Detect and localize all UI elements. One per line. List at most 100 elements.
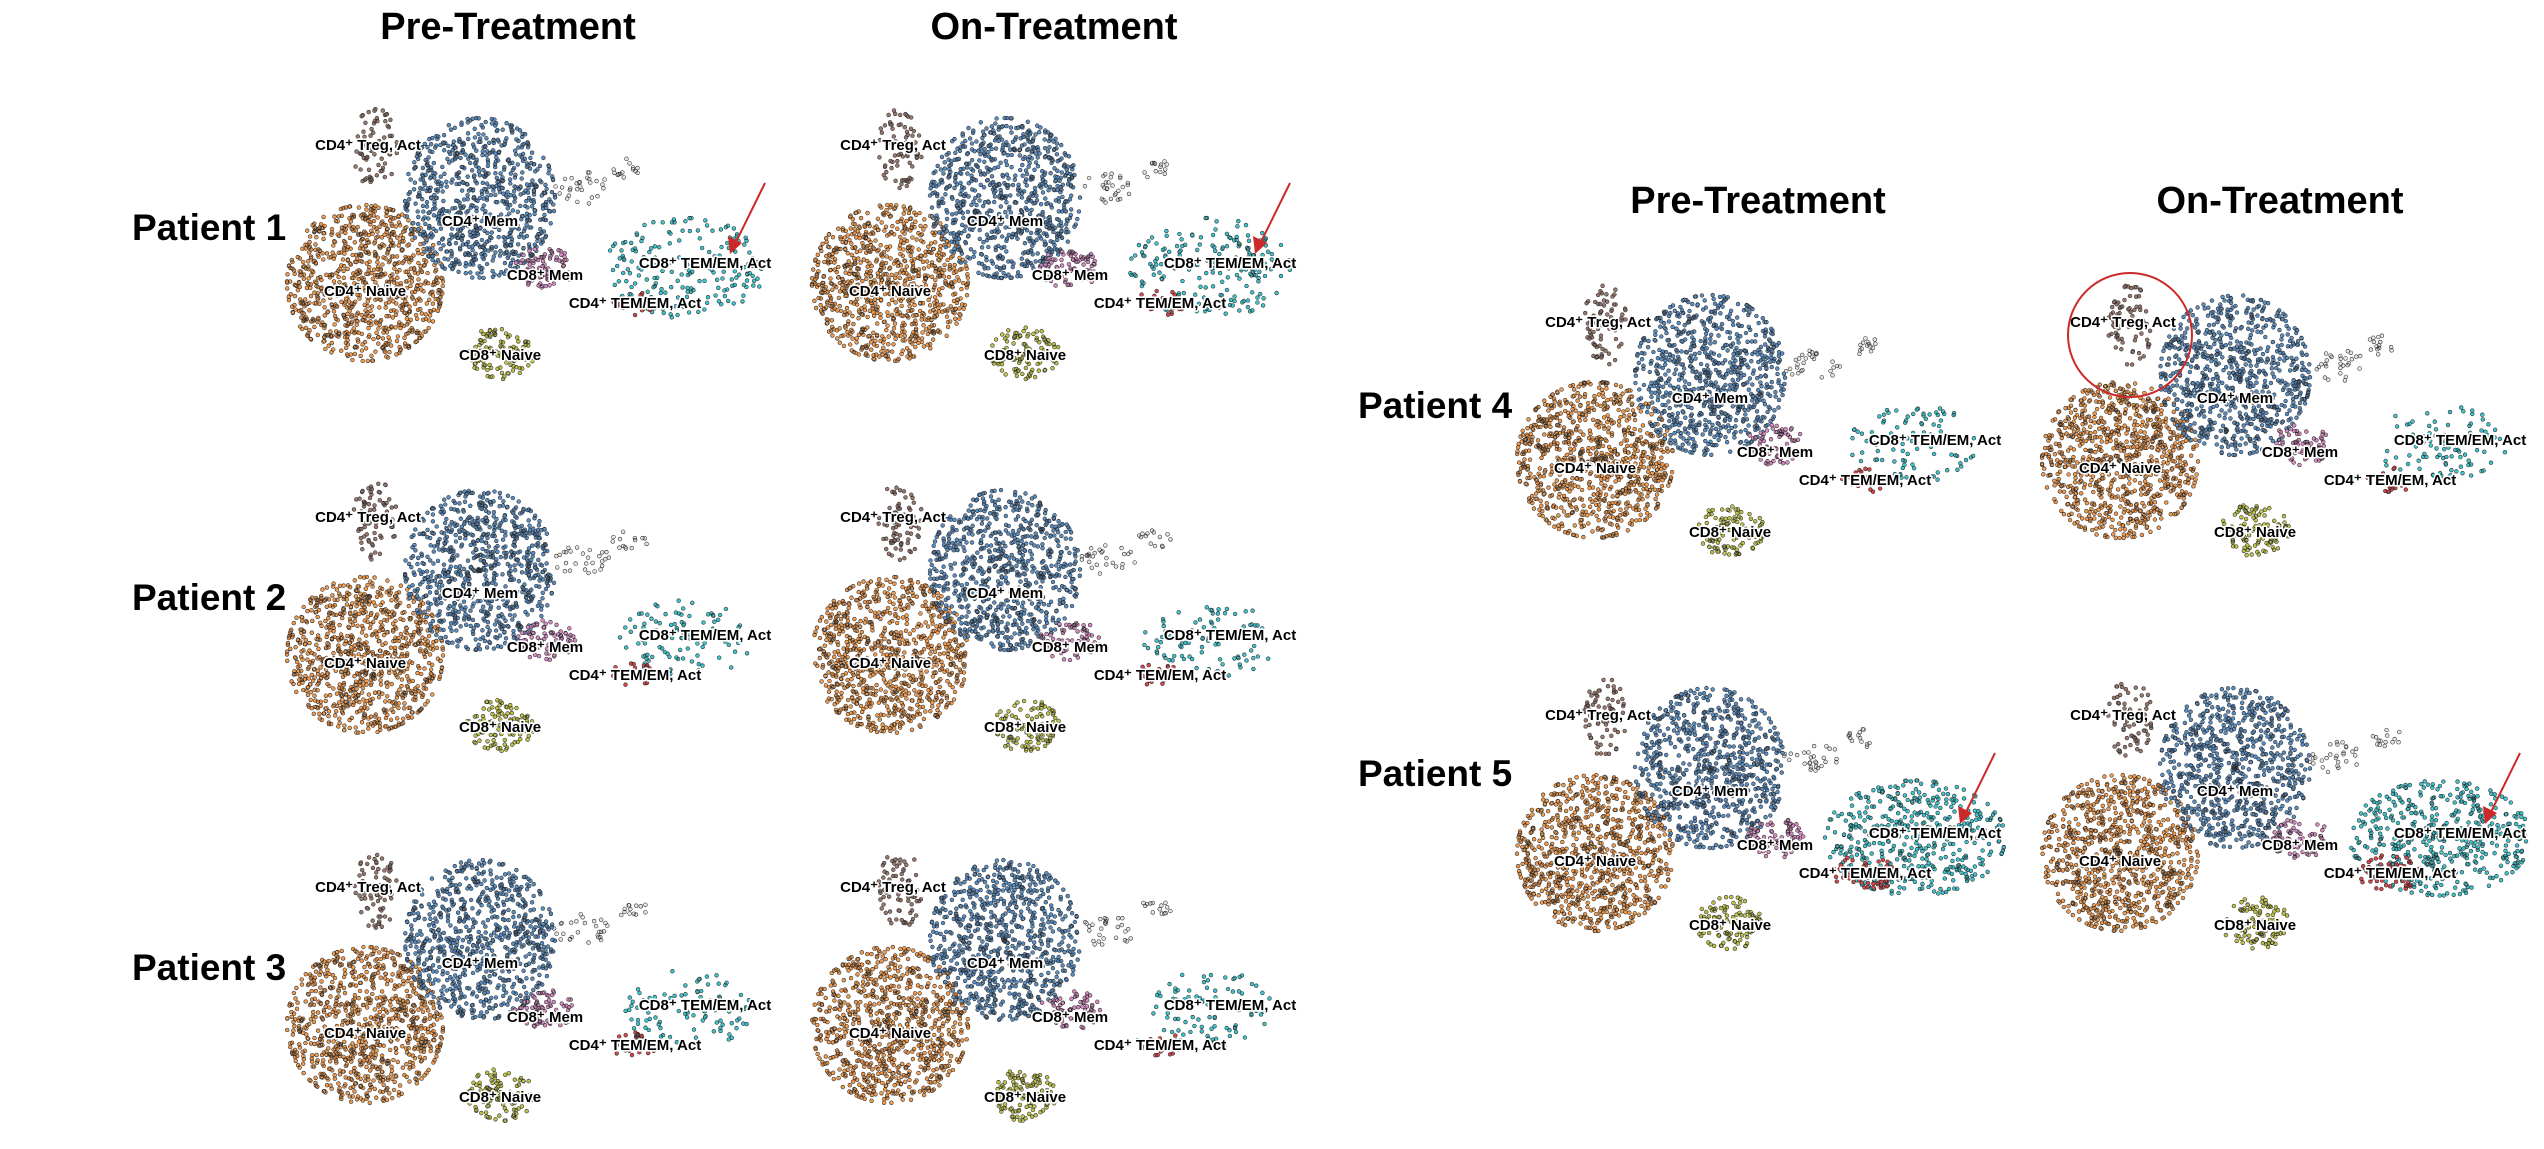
cluster-label-cd8-temem-act: CD8⁺ TEM/EM, Act — [639, 627, 771, 644]
cluster-other-1-points — [1782, 744, 1838, 772]
cluster-label-cd4-treg-act: CD4⁺ Treg, Act — [840, 509, 946, 526]
cluster-label-cd4-treg-act: CD4⁺ Treg, Act — [2070, 707, 2176, 724]
cluster-label-cd8-mem: CD8⁺ Mem — [507, 1009, 583, 1026]
cluster-label-cd8-naive: CD8⁺ Naive — [1689, 524, 1771, 541]
patient-label-5: Patient 5 — [1358, 753, 1512, 795]
cluster-label-cd4-temem-act: CD4⁺ TEM/EM, Act — [2324, 472, 2456, 489]
cluster-label-cd4-naive: CD4⁺ Naive — [324, 283, 406, 300]
cluster-label-cd4-naive: CD4⁺ Naive — [849, 283, 931, 300]
cluster-label-cd4-treg-act: CD4⁺ Treg, Act — [840, 879, 946, 896]
cluster-other-1-points — [554, 170, 607, 205]
col-title-pre-left: Pre-Treatment — [380, 6, 636, 49]
cluster-label-cd4-mem: CD4⁺ Mem — [2197, 390, 2273, 407]
cluster-other-1-points — [552, 912, 609, 944]
cluster-label-cd4-temem-act: CD4⁺ TEM/EM, Act — [1799, 865, 1931, 882]
cluster-other-1 — [552, 912, 609, 944]
cluster-cd4-mem — [2158, 686, 2312, 849]
cluster-label-cd8-naive: CD8⁺ Naive — [459, 347, 541, 364]
cluster-other-1-points — [2315, 349, 2362, 382]
cluster-other-2-points — [1858, 337, 1878, 356]
cluster-other-1 — [2315, 349, 2362, 382]
cluster-label-cd4-treg-act: CD4⁺ Treg, Act — [840, 137, 946, 154]
cluster-label-cd4-naive: CD4⁺ Naive — [324, 655, 406, 672]
cluster-label-cd4-naive: CD4⁺ Naive — [849, 655, 931, 672]
cluster-label-cd8-naive: CD8⁺ Naive — [1689, 917, 1771, 934]
cluster-other-1-points — [1784, 349, 1842, 379]
cluster-label-cd8-naive: CD8⁺ Naive — [2214, 524, 2296, 541]
cluster-other-2 — [1143, 160, 1169, 179]
cluster-label-cd8-temem-act: CD8⁺ TEM/EM, Act — [1164, 627, 1296, 644]
cluster-label-cd4-mem: CD4⁺ Mem — [967, 213, 1043, 230]
cluster-other-2-points — [2371, 728, 2401, 748]
cluster-label-cd8-mem: CD8⁺ Mem — [1737, 837, 1813, 854]
col-title-on-right: On-Treatment — [2156, 180, 2403, 223]
cluster-other-1 — [1782, 744, 1838, 772]
cluster-label-cd8-mem: CD8⁺ Mem — [1737, 444, 1813, 461]
cluster-other-1 — [1080, 544, 1137, 576]
cluster-other-1 — [1083, 916, 1132, 946]
cluster-other-2 — [1137, 529, 1172, 549]
cluster-other-2 — [619, 903, 647, 917]
cluster-label-cd8-mem: CD8⁺ Mem — [507, 639, 583, 656]
cluster-label-cd8-mem: CD8⁺ Mem — [2262, 837, 2338, 854]
cluster-label-cd4-mem: CD4⁺ Mem — [967, 585, 1043, 602]
cluster-label-cd8-mem: CD8⁺ Mem — [2262, 444, 2338, 461]
cluster-other-1 — [554, 170, 607, 205]
cluster-label-cd4-mem: CD4⁺ Mem — [442, 213, 518, 230]
annotation-arrow-line — [1259, 183, 1290, 246]
cluster-label-cd8-naive: CD8⁺ Naive — [459, 1089, 541, 1106]
cluster-label-cd4-mem: CD4⁺ Mem — [967, 955, 1043, 972]
cluster-other-1-points — [2308, 740, 2359, 774]
cluster-other-1-points — [1083, 172, 1131, 205]
cluster-label-cd4-temem-act: CD4⁺ TEM/EM, Act — [1094, 295, 1226, 312]
cluster-label-cd4-temem-act: CD4⁺ TEM/EM, Act — [2324, 865, 2456, 882]
cluster-label-cd4-treg-act: CD4⁺ Treg, Act — [315, 509, 421, 526]
cluster-other-2-points — [1142, 901, 1173, 916]
cluster-label-cd8-naive: CD8⁺ Naive — [459, 719, 541, 736]
annotation-arrow-line — [734, 183, 765, 246]
cluster-other-2-points — [619, 903, 647, 917]
cluster-other-2-points — [1143, 160, 1169, 179]
cluster-other-2 — [2368, 334, 2393, 356]
cluster-label-cd4-treg-act: CD4⁺ Treg, Act — [1545, 314, 1651, 331]
cluster-other-2 — [1142, 901, 1173, 916]
cluster-label-cd4-temem-act: CD4⁺ TEM/EM, Act — [1094, 667, 1226, 684]
cluster-cd4-mem-points — [928, 858, 1081, 1022]
cluster-label-cd4-treg-act: CD4⁺ Treg, Act — [1545, 707, 1651, 724]
cluster-label-cd8-naive: CD8⁺ Naive — [984, 347, 1066, 364]
cluster-label-cd4-temem-act: CD4⁺ TEM/EM, Act — [569, 295, 701, 312]
cluster-label-cd4-treg-act: CD4⁺ Treg, Act — [315, 137, 421, 154]
cluster-cd4-mem-points — [2158, 686, 2312, 849]
umap-panel-patient-2-pre-treatment: CD4⁺ Treg, Act CD4⁺ Mem CD4⁺ Naive CD8⁺ Mem… — [290, 470, 810, 770]
cluster-other-2 — [1858, 337, 1878, 356]
cluster-label-cd4-naive: CD4⁺ Naive — [1554, 460, 1636, 477]
cluster-label-cd8-temem-act: CD8⁺ TEM/EM, Act — [639, 997, 771, 1014]
cluster-label-cd4-mem: CD4⁺ Mem — [2197, 783, 2273, 800]
patient-label-4: Patient 4 — [1358, 385, 1512, 427]
cluster-label-cd4-mem: CD4⁺ Mem — [442, 955, 518, 972]
cluster-other-2 — [612, 157, 640, 179]
cluster-label-cd8-temem-act: CD8⁺ TEM/EM, Act — [1869, 432, 2001, 449]
cluster-label-cd4-mem: CD4⁺ Mem — [1672, 783, 1748, 800]
patient-label-3: Patient 3 — [132, 947, 286, 989]
cluster-label-cd4-temem-act: CD4⁺ TEM/EM, Act — [1094, 1037, 1226, 1054]
cluster-other-2-points — [1137, 529, 1172, 549]
cluster-label-cd4-mem: CD4⁺ Mem — [442, 585, 518, 602]
cluster-label-cd4-naive: CD4⁺ Naive — [2079, 460, 2161, 477]
cluster-other-1-points — [1083, 916, 1132, 946]
cluster-label-cd8-mem: CD8⁺ Mem — [1032, 1009, 1108, 1026]
cluster-other-2-points — [2368, 334, 2393, 356]
cluster-label-cd4-treg-act: CD4⁺ Treg, Act — [2070, 314, 2176, 331]
cluster-label-cd8-temem-act: CD8⁺ TEM/EM, Act — [1164, 997, 1296, 1014]
cluster-label-cd8-mem: CD8⁺ Mem — [507, 267, 583, 284]
cluster-other-2 — [1847, 727, 1872, 748]
cluster-label-cd8-temem-act: CD8⁺ TEM/EM, Act — [1164, 255, 1296, 272]
cluster-other-2-points — [1847, 727, 1872, 748]
cluster-other-1 — [1083, 172, 1131, 205]
